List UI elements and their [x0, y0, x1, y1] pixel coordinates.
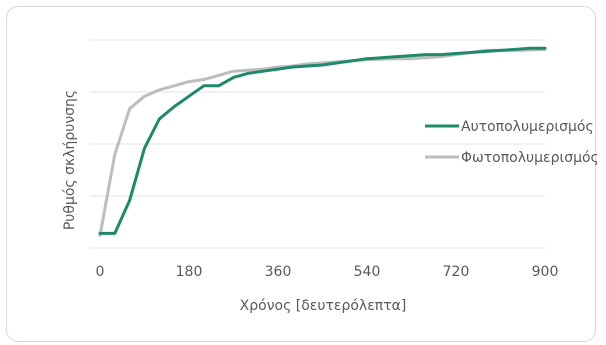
series-line-1	[98, 47, 547, 237]
x-tick-label: 540	[354, 264, 381, 280]
x-axis-title: Χρόνος [δευτερόλεπτα]	[240, 298, 407, 314]
series-line-0	[98, 46, 547, 235]
grid-lines	[90, 39, 545, 249]
x-tick-label: 900	[532, 264, 559, 280]
legend-label: Αυτοπολυμερισμός	[461, 119, 594, 135]
x-tick-label: 0	[96, 264, 105, 280]
chart-card	[6, 6, 596, 342]
legend-label: Φωτοπολυμερισμός	[461, 150, 599, 166]
x-axis-ticks: 0 180 360 540 720 900	[96, 264, 559, 280]
y-axis-title: Ρυθμός σκλήρυνσης	[62, 90, 78, 230]
x-tick-label: 720	[443, 264, 470, 280]
legend: Αυτοπολυμερισμός Φωτοπολυμερισμός	[425, 119, 599, 166]
x-tick-label: 360	[265, 264, 292, 280]
x-tick-label: 180	[176, 264, 203, 280]
series-layer	[98, 46, 547, 237]
